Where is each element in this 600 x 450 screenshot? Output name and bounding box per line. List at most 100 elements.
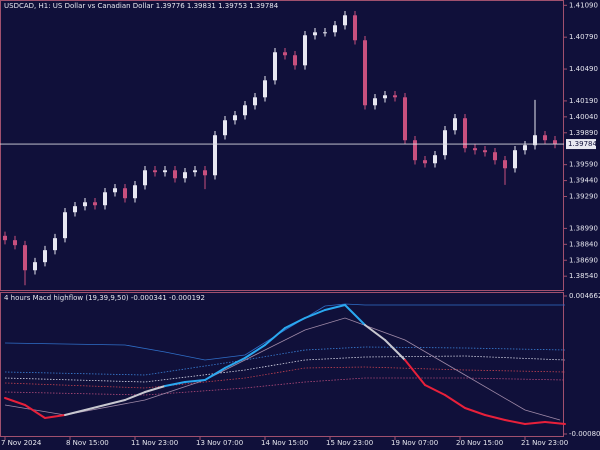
x-tick-label: 15 Nov 23:00 <box>326 439 373 447</box>
y-tick-label: 1.40490 <box>569 65 598 73</box>
x-tick-label: 20 Nov 15:00 <box>456 439 503 447</box>
candle-body <box>3 235 7 241</box>
candle-body <box>423 160 427 164</box>
indicator-segment <box>104 398 126 406</box>
x-tick-label: 7 Nov 2024 <box>1 439 42 447</box>
candle-body <box>343 15 347 26</box>
y-tick-label: 1.39440 <box>569 177 598 185</box>
candle-body <box>483 150 487 153</box>
indicator-segment <box>244 343 266 360</box>
x-tick-label: 8 Nov 15:00 <box>66 439 109 447</box>
indicator-line <box>4 377 566 396</box>
candle-body <box>303 35 307 66</box>
y-tick-label: 1.38540 <box>569 272 598 280</box>
y-tick-label: 1.40040 <box>569 113 598 121</box>
indicator-segment <box>164 381 186 387</box>
candle-body <box>353 15 357 41</box>
candle-body <box>153 170 157 173</box>
indicator-segment <box>304 308 326 320</box>
indicator-line <box>4 303 565 361</box>
indicator-line <box>4 317 561 421</box>
candle-body <box>533 135 537 146</box>
candle-body <box>203 170 207 176</box>
candle-body <box>33 262 37 271</box>
indicator-segment <box>404 358 426 387</box>
candle-body <box>433 155 437 164</box>
x-tick-label: 11 Nov 23:00 <box>131 439 178 447</box>
candle-body <box>363 40 367 106</box>
x-tick-label: 14 Nov 15:00 <box>261 439 308 447</box>
indicator-segment <box>184 379 206 384</box>
candle-body <box>183 172 187 179</box>
candle-body <box>393 95 397 98</box>
chart-title: USDCAD, H1: US Dollar vs Canadian Dollar… <box>4 2 279 10</box>
indicator-segment <box>364 324 386 342</box>
candle-body <box>453 118 457 131</box>
y-tick-label: 0.004662 <box>569 292 600 300</box>
candle-body <box>243 105 247 116</box>
current-price-label: 1.39784 <box>568 140 597 148</box>
y-tick-label: 1.40790 <box>569 33 598 41</box>
candle-body <box>43 250 47 263</box>
candle-body <box>123 188 127 199</box>
indicator-segment <box>424 384 446 397</box>
candle-body <box>463 118 467 149</box>
indicator-segment <box>64 408 86 417</box>
indicator-segment <box>484 414 506 422</box>
candle-body <box>443 130 447 156</box>
candle-body <box>413 140 417 161</box>
y-tick-label: 1.38840 <box>569 240 598 248</box>
y-tick-label: 1.40190 <box>569 97 598 105</box>
candle-body <box>53 238 57 251</box>
candle-body <box>193 170 197 173</box>
indicator-segment <box>324 303 346 311</box>
candle-body <box>313 32 317 36</box>
x-tick-label: 13 Nov 07:00 <box>196 439 243 447</box>
candle-body <box>553 140 557 145</box>
indicator-segment <box>264 327 286 346</box>
indicator-segment <box>384 339 406 361</box>
candle-body <box>273 52 277 81</box>
indicator-segment <box>44 414 66 420</box>
candle-body <box>333 25 337 33</box>
indicator-pane <box>0 292 564 437</box>
indicator-segment <box>344 303 366 327</box>
indicator-segment <box>524 420 546 425</box>
indicator-line <box>4 366 566 389</box>
y-tick-label: 1.38690 <box>569 256 598 264</box>
y-tick-label: 1.38990 <box>569 224 598 232</box>
candle-body <box>23 245 27 271</box>
candle-body <box>103 192 107 206</box>
y-tick-label: 1.39890 <box>569 129 598 137</box>
candle-body <box>113 188 117 193</box>
candle-body <box>543 135 547 141</box>
indicator-segment <box>544 420 566 425</box>
y-tick-label: -0.000800 <box>569 430 600 438</box>
indicator-line <box>4 355 566 383</box>
candle-body <box>263 80 267 98</box>
candle-body <box>523 145 527 151</box>
candle-body <box>63 212 67 239</box>
indicator-segment <box>124 391 146 401</box>
indicator-segment <box>504 419 526 425</box>
indicator-segment <box>284 317 306 330</box>
candle-body <box>213 135 217 176</box>
x-tick-label: 19 Nov 07:00 <box>391 439 438 447</box>
candle-body <box>173 170 177 179</box>
candle-body <box>383 95 387 99</box>
x-tick-label: 21 Nov 23:00 <box>521 439 568 447</box>
indicator-line <box>4 346 566 376</box>
y-tick-label: 1.41090 <box>569 1 598 9</box>
candle-body <box>233 115 237 121</box>
indicator-segment <box>464 407 486 417</box>
candle-body <box>143 170 147 186</box>
candle-body <box>253 97 257 106</box>
candle-body <box>493 152 497 161</box>
indicator-segment <box>4 396 26 406</box>
indicator-segment <box>204 367 226 382</box>
candle-body <box>473 148 477 151</box>
indicator-title: 4 hours Macd highflow (19,39,9,50) -0.00… <box>4 294 205 302</box>
y-tick-label: 1.39290 <box>569 193 598 201</box>
candle-body <box>283 52 287 56</box>
